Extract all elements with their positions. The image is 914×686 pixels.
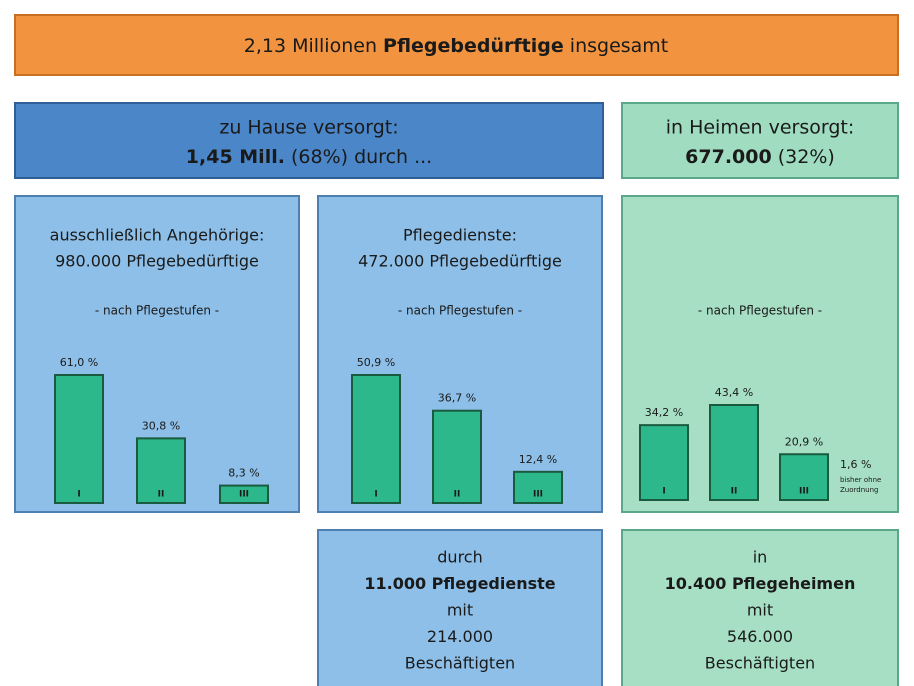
category-label: I — [77, 490, 80, 500]
bar — [351, 374, 401, 504]
home-subtitle-part: 1,45 Mill. — [186, 146, 285, 168]
heime-subtitle-part: 677.000 — [685, 146, 772, 168]
value-label: 30,8 % — [142, 419, 180, 432]
chart-subtitle: 980.000 Pflegebedürftige — [55, 252, 259, 271]
value-label: 8,3 % — [228, 467, 259, 480]
box-line: durch — [437, 548, 482, 567]
category-label: II — [158, 490, 165, 500]
value-label: 34,2 % — [645, 406, 683, 419]
value-label: 50,9 % — [357, 356, 395, 369]
heime-box — [621, 102, 899, 179]
chart-title: Pflegedienste: — [403, 226, 517, 245]
annotation: 1,6 % — [840, 458, 871, 471]
box-line: Beschäftigten — [705, 654, 815, 673]
header-title-part: Pflegebedürftige — [383, 35, 564, 57]
value-label: 61,0 % — [60, 356, 98, 369]
box-line: 11.000 Pflegedienste — [364, 574, 555, 593]
value-label: 36,7 % — [438, 392, 476, 405]
home-title: zu Hause versorgt: — [219, 117, 398, 139]
bar — [432, 409, 482, 504]
box-line: in — [753, 548, 768, 567]
box-line: 10.400 Pflegeheimen — [665, 574, 856, 593]
bar — [709, 404, 759, 501]
value-label: 43,4 % — [715, 386, 753, 399]
bar — [779, 453, 829, 502]
category-label: III — [533, 490, 543, 500]
chart-note: - nach Pflegestufen - — [398, 304, 522, 318]
category-label: II — [454, 490, 461, 500]
chart-subtitle: 472.000 Pflegebedürftige — [358, 252, 562, 271]
heime-title: in Heimen versorgt: — [666, 117, 855, 139]
home-subtitle-part: (68%) durch ... — [285, 146, 432, 168]
category-label: I — [662, 487, 665, 497]
box-line: mit — [747, 601, 773, 620]
header-title-part: 2,13 Millionen — [244, 35, 383, 57]
heim-count-box — [621, 529, 899, 686]
bar — [136, 437, 186, 504]
bar — [219, 484, 269, 505]
annotation-note: bisher ohne — [840, 476, 881, 484]
chart-note: - nach Pflegestufen - — [698, 304, 822, 318]
box-line: mit — [447, 601, 473, 620]
bar — [639, 424, 689, 501]
category-label: II — [731, 487, 738, 497]
box-line: 546.000 — [727, 627, 793, 646]
box-line: 214.000 — [427, 627, 493, 646]
box-line: Beschäftigten — [405, 654, 515, 673]
category-label: III — [799, 487, 809, 497]
header-title: 2,13 Millionen Pflegebedürftige insgesam… — [244, 35, 669, 57]
header-box — [14, 14, 899, 76]
chart-note: - nach Pflegestufen - — [95, 304, 219, 318]
bar — [513, 470, 563, 505]
annotation-note: Zuordnung — [840, 486, 878, 494]
heime-subtitle: 677.000 (32%) — [685, 146, 835, 168]
chart-title: ausschließlich Angehörige: — [50, 226, 265, 245]
dienste-box — [317, 529, 603, 686]
home-subtitle: 1,45 Mill. (68%) durch ... — [186, 146, 432, 168]
category-label: III — [239, 490, 249, 500]
category-label: I — [374, 490, 377, 500]
value-label: 12,4 % — [519, 453, 557, 466]
value-label: 20,9 % — [785, 435, 823, 448]
heime-subtitle-part: (32%) — [772, 146, 835, 168]
header-title-part: insgesamt — [564, 35, 669, 57]
home-box — [14, 102, 604, 179]
bar — [54, 374, 104, 504]
